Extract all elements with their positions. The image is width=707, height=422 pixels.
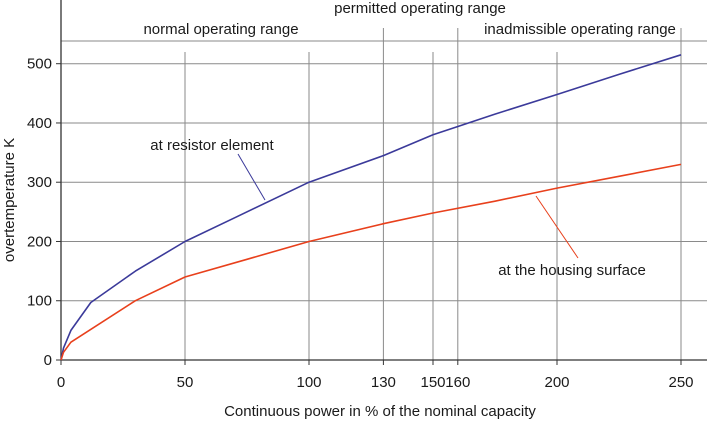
series-layer bbox=[60, 54, 682, 361]
y-tick-label: 500 bbox=[27, 56, 52, 73]
housing-label-leader bbox=[535, 195, 579, 259]
x-tick-label: 100 bbox=[296, 374, 321, 391]
housing-surface-label: at the housing surface bbox=[498, 262, 646, 279]
tick-labels: 0 100 200 300 400 500 0 50 100 130 150 160 200 250 bbox=[27, 56, 694, 391]
y-tick-label: 100 bbox=[27, 293, 52, 310]
permitted-operating-range-label: permitted operating range bbox=[334, 0, 506, 17]
resistor-element-line bbox=[60, 54, 682, 361]
x-axis-label: Continuous power in % of the nominal cap… bbox=[224, 403, 536, 420]
y-tick-label: 0 bbox=[44, 352, 52, 369]
inadmissible-operating-range-label: inadmissible operating range bbox=[484, 21, 676, 38]
x-tick-label: 50 bbox=[177, 374, 194, 391]
y-tick-label: 400 bbox=[27, 115, 52, 132]
x-tick-label: 130 bbox=[371, 374, 396, 391]
resistor-element-label: at resistor element bbox=[150, 137, 274, 154]
axes bbox=[56, 0, 707, 365]
x-tick-label: 150 bbox=[420, 374, 445, 391]
grid bbox=[61, 28, 707, 360]
y-axis-label: overtemperature K bbox=[1, 138, 18, 262]
x-tick-label: 200 bbox=[544, 374, 569, 391]
x-tick-label: 0 bbox=[57, 374, 65, 391]
resistor-label-leader bbox=[237, 153, 266, 201]
housing-surface-line bbox=[60, 163, 682, 361]
normal-operating-range-label: normal operating range bbox=[143, 21, 298, 38]
x-tick-label: 160 bbox=[445, 374, 470, 391]
y-tick-label: 200 bbox=[27, 233, 52, 250]
x-tick-label: 250 bbox=[668, 374, 693, 391]
y-tick-label: 300 bbox=[27, 174, 52, 191]
